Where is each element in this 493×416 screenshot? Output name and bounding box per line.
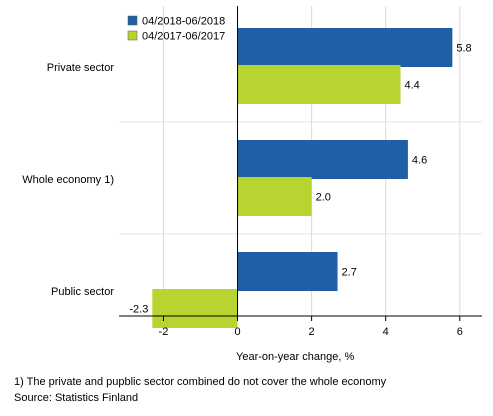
data-label: 2.0 [316, 192, 331, 204]
x-tick-label: 2 [309, 326, 315, 338]
bar [237, 65, 401, 104]
legend-swatch [127, 15, 138, 26]
category-label: Whole economy 1) [22, 174, 114, 186]
data-label: 4.4 [405, 80, 420, 92]
category-label: Public sector [51, 286, 114, 298]
x-axis: -2 0 2 4 6 [119, 6, 482, 338]
bar-chart: 5.8 4.4 4.6 2.0 2.7 -2.3 Private sector Whole … [22, 6, 482, 363]
source-note: Source: Statistics Finland [14, 392, 139, 404]
category-label: Private sector [47, 62, 115, 74]
bar [237, 177, 312, 216]
data-label: 4.6 [412, 155, 427, 167]
bar [152, 289, 238, 328]
category-labels: Private sector Whole economy 1) Public sec… [22, 62, 114, 298]
bar [237, 28, 453, 67]
data-label: 5.8 [456, 43, 471, 55]
x-tick-label: 0 [234, 326, 240, 338]
legend-label: 04/2017-06/2017 [142, 31, 225, 43]
bars [152, 28, 453, 328]
x-axis-label: Year-on-year change, % [236, 351, 354, 363]
data-label: 2.7 [342, 267, 357, 279]
legend-swatch [127, 30, 138, 41]
x-tick-label: 4 [383, 326, 389, 338]
data-label: -2.3 [129, 304, 148, 316]
bar [237, 252, 338, 291]
x-tick-label: 6 [457, 326, 463, 338]
notes: 1) The private and pupblic sector combin… [14, 374, 386, 406]
group-separators [119, 121, 482, 235]
value-labels: 5.8 4.4 4.6 2.0 2.7 -2.3 [129, 43, 471, 316]
footnote: 1) The private and pupblic sector combin… [14, 376, 387, 388]
x-tick-label: -2 [159, 326, 169, 338]
legend: 04/2018-06/2018 04/2017-06/2017 [127, 15, 225, 43]
legend-label: 04/2018-06/2018 [142, 16, 225, 28]
bar [237, 140, 408, 179]
